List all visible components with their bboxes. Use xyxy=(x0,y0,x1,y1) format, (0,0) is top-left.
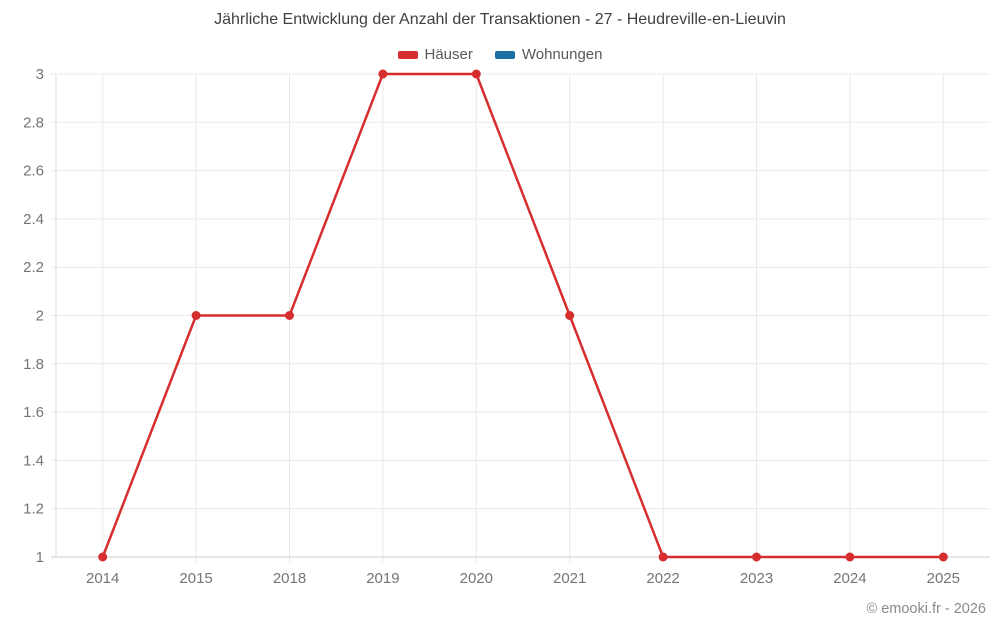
legend-label-haeuser: Häuser xyxy=(424,46,473,63)
svg-text:2: 2 xyxy=(36,308,44,325)
svg-text:1.4: 1.4 xyxy=(23,452,44,469)
svg-text:1.8: 1.8 xyxy=(23,356,44,373)
wohnungen-series-swatch-icon xyxy=(494,50,515,59)
copyright-credit: © emooki.fr - 2026 xyxy=(866,601,986,617)
svg-text:2024: 2024 xyxy=(833,570,866,587)
svg-text:2014: 2014 xyxy=(86,570,119,587)
svg-text:2018: 2018 xyxy=(273,570,306,587)
svg-text:2.2: 2.2 xyxy=(23,259,44,276)
svg-text:1.2: 1.2 xyxy=(23,501,44,518)
svg-text:2021: 2021 xyxy=(553,570,586,587)
haeuser-series-swatch-icon xyxy=(397,50,418,59)
svg-text:1.6: 1.6 xyxy=(23,404,44,421)
legend-label-wohnungen: Wohnungen xyxy=(521,46,603,63)
chart-legend: Häuser Wohnungen xyxy=(0,46,1000,63)
svg-text:2023: 2023 xyxy=(740,570,773,587)
legend-item-wohnungen[interactable]: Wohnungen xyxy=(494,46,603,63)
svg-text:2022: 2022 xyxy=(646,570,679,587)
svg-text:2020: 2020 xyxy=(460,570,493,587)
legend-item-haeuser[interactable]: Häuser xyxy=(397,46,473,63)
svg-text:2019: 2019 xyxy=(366,570,399,587)
chart-title: Jährliche Entwicklung der Anzahl der Tra… xyxy=(214,11,786,28)
svg-text:2015: 2015 xyxy=(179,570,212,587)
svg-text:2.6: 2.6 xyxy=(23,163,44,180)
svg-text:2.8: 2.8 xyxy=(23,114,44,131)
svg-text:2025: 2025 xyxy=(927,570,960,587)
svg-text:3: 3 xyxy=(36,66,44,83)
svg-text:1: 1 xyxy=(36,549,44,566)
svg-text:2.4: 2.4 xyxy=(23,211,44,228)
